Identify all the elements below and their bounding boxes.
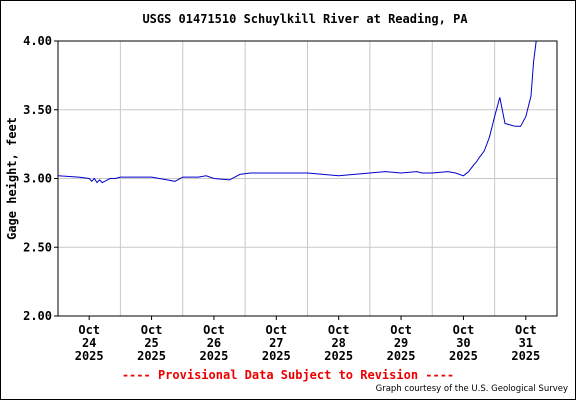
y-tick-label: 4.00 <box>23 34 52 48</box>
y-tick-label: 2.00 <box>23 309 52 323</box>
x-tick-label-day: 31 <box>519 336 533 350</box>
x-axis: Oct242025Oct252025Oct262025Oct272025Oct2… <box>75 316 540 363</box>
x-tick-label-year: 2025 <box>75 349 104 363</box>
x-tick-label-day: 26 <box>207 336 221 350</box>
chart-title: USGS 01471510 Schuylkill River at Readin… <box>142 12 468 26</box>
plot-border <box>57 40 558 317</box>
x-tick-label-day: 27 <box>269 336 283 350</box>
x-tick-label-day: 30 <box>456 336 470 350</box>
gage-height-line <box>57 40 537 184</box>
y-tick-label: 3.00 <box>23 172 52 186</box>
x-tick-label-year: 2025 <box>324 349 353 363</box>
y-axis-label: Gage height, feet <box>5 117 19 240</box>
grid-lines <box>58 40 557 317</box>
x-tick-label-month: Oct <box>78 323 100 337</box>
x-tick-label-month: Oct <box>453 323 475 337</box>
x-tick-label-year: 2025 <box>449 349 478 363</box>
x-tick-label-month: Oct <box>328 323 350 337</box>
x-tick-label-day: 25 <box>144 336 158 350</box>
x-tick-label-year: 2025 <box>262 349 291 363</box>
x-tick-label-month: Oct <box>390 323 412 337</box>
x-tick-label-day: 29 <box>394 336 408 350</box>
x-tick-label-year: 2025 <box>199 349 228 363</box>
y-axis: 2.00 2.50 3.00 3.50 4.00 <box>23 34 58 323</box>
provisional-notice: ---- Provisional Data Subject to Revisio… <box>121 368 455 382</box>
x-tick-label-year: 2025 <box>511 349 540 363</box>
x-tick-label-day: 28 <box>331 336 345 350</box>
x-tick-label-month: Oct <box>515 323 537 337</box>
y-tick-label: 3.50 <box>23 103 52 117</box>
x-tick-label-year: 2025 <box>137 349 166 363</box>
usgs-credit: Graph courtesy of the U.S. Geological Su… <box>375 384 568 394</box>
x-tick-label-month: Oct <box>203 323 225 337</box>
x-tick-label-year: 2025 <box>387 349 416 363</box>
x-tick-label-day: 24 <box>82 336 96 350</box>
y-tick-label: 2.50 <box>23 240 52 254</box>
x-tick-label-month: Oct <box>265 323 287 337</box>
x-tick-label-month: Oct <box>141 323 163 337</box>
